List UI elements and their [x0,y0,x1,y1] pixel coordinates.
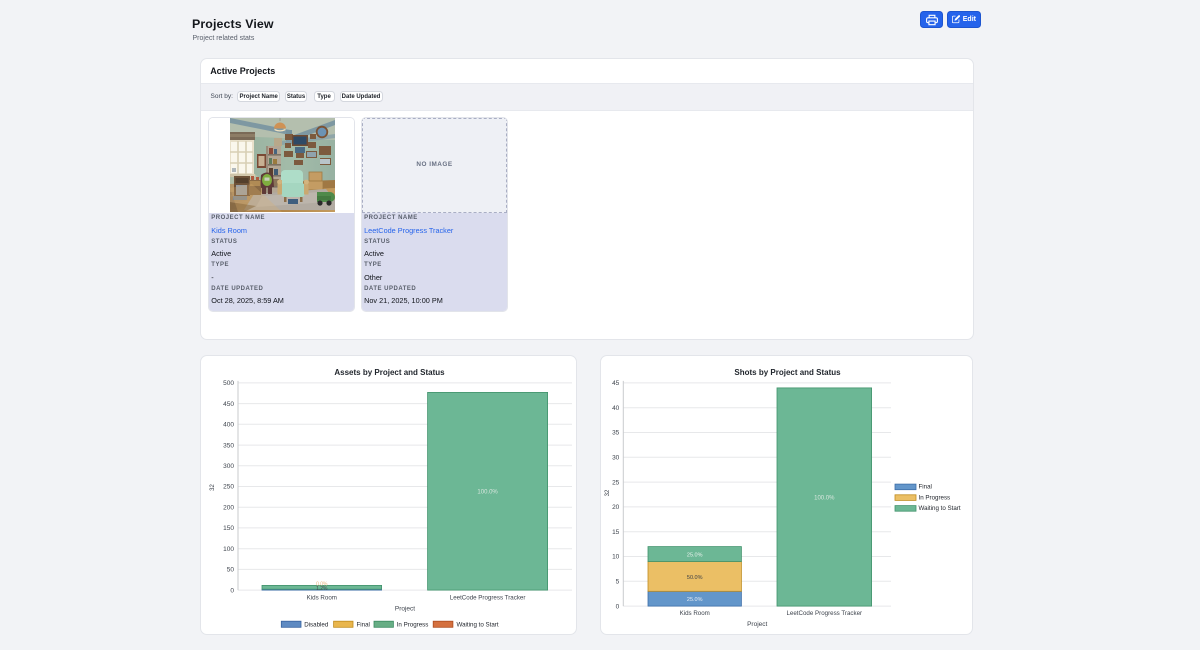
svg-text:Waiting to Start: Waiting to Start [919,505,961,512]
svg-text:25.0%: 25.0% [687,597,703,603]
svg-text:100.0%: 100.0% [477,489,498,495]
svg-text:0: 0 [230,587,234,594]
svg-text:Shots by Project and Status: Shots by Project and Status [734,368,841,377]
svg-text:150: 150 [223,525,234,532]
svg-text:45: 45 [612,380,620,387]
svg-text:50.0%: 50.0% [687,574,703,580]
svg-text:LeetCode Progress Tracker: LeetCode Progress Tracker [786,609,862,616]
svg-text:Final: Final [357,621,370,628]
svg-text:15: 15 [612,528,620,535]
svg-text:200: 200 [223,504,234,511]
svg-text:1.2%: 1.2% [316,586,328,592]
svg-text:In Progress: In Progress [919,494,951,501]
svg-text:Assets by Project and Status: Assets by Project and Status [334,368,445,377]
svg-text:0: 0 [616,603,620,610]
svg-text:30: 30 [612,454,620,461]
svg-text:450: 450 [223,400,234,407]
svg-text:Project: Project [747,621,767,628]
svg-text:50: 50 [227,566,235,573]
svg-text:5: 5 [616,578,620,585]
svg-text:250: 250 [223,483,234,490]
svg-text:Final: Final [919,483,932,490]
svg-text:Kids Room: Kids Room [680,609,710,616]
svg-text:Kids Room: Kids Room [307,594,337,601]
svg-text:LeetCode Progress Tracker: LeetCode Progress Tracker [450,594,526,601]
svg-text:25.0%: 25.0% [687,552,703,558]
svg-text:35: 35 [612,429,620,436]
svg-text:25: 25 [612,479,620,486]
svg-text:400: 400 [223,421,234,428]
svg-text:500: 500 [223,380,234,387]
svg-text:100.0%: 100.0% [814,495,835,501]
svg-text:Project: Project [395,605,415,612]
svg-text:32: 32 [605,489,611,496]
svg-text:In Progress: In Progress [397,621,429,628]
svg-text:10: 10 [612,553,620,560]
svg-text:0.0%: 0.0% [316,581,328,587]
svg-text:40: 40 [612,404,620,411]
svg-text:300: 300 [223,463,234,470]
svg-text:32: 32 [210,483,216,490]
svg-text:100: 100 [223,545,234,552]
svg-text:Waiting to Start: Waiting to Start [457,621,499,628]
svg-text:Disabled: Disabled [304,621,329,628]
svg-text:350: 350 [223,442,234,449]
svg-text:20: 20 [612,504,620,511]
